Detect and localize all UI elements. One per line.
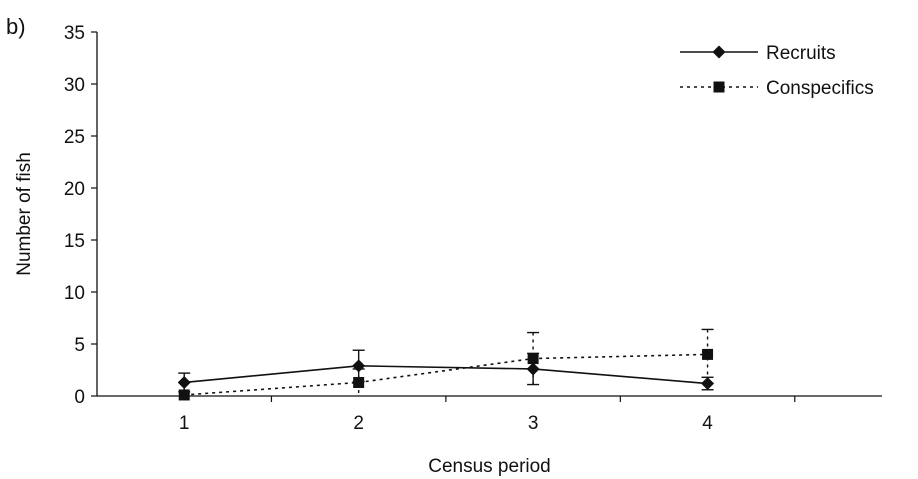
square-marker [527,353,539,365]
x-tick-label: 1 [179,413,190,434]
diamond-marker [712,45,726,59]
y-tick-label: 0 [74,387,85,408]
series-line [184,365,708,385]
y-tick-label: 15 [64,231,85,252]
square-marker [353,376,365,388]
square-marker [178,389,190,401]
y-axis-label: Number of fish [14,152,35,276]
y-ticks: 0 5 10 15 20 25 30 35 [64,23,97,408]
diamond-marker [701,377,715,391]
legend-label: Conspecifics [766,78,874,99]
series-conspecifics [178,328,714,401]
y-tick-label: 25 [64,127,85,148]
panel-label: b) [6,14,26,39]
square-marker [702,348,714,360]
diamond-marker [177,375,191,389]
legend-label: Recruits [766,43,836,64]
x-tick-label: 3 [528,413,539,434]
y-tick-label: 20 [64,179,85,200]
y-tick-label: 10 [64,283,85,304]
square-marker [713,81,725,93]
axes [96,32,882,397]
y-tick-label: 5 [74,335,85,356]
legend: Recruits Conspecifics [680,43,874,99]
x-tick-label: 4 [702,413,713,434]
series-recruits [177,349,715,393]
x-axis-label: Census period [428,456,551,477]
x-ticks: 1 2 3 4 [179,396,796,434]
y-tick-label: 35 [64,23,85,44]
y-tick-label: 30 [64,75,85,96]
series-layer [177,328,715,401]
x-tick-label: 2 [353,413,364,434]
